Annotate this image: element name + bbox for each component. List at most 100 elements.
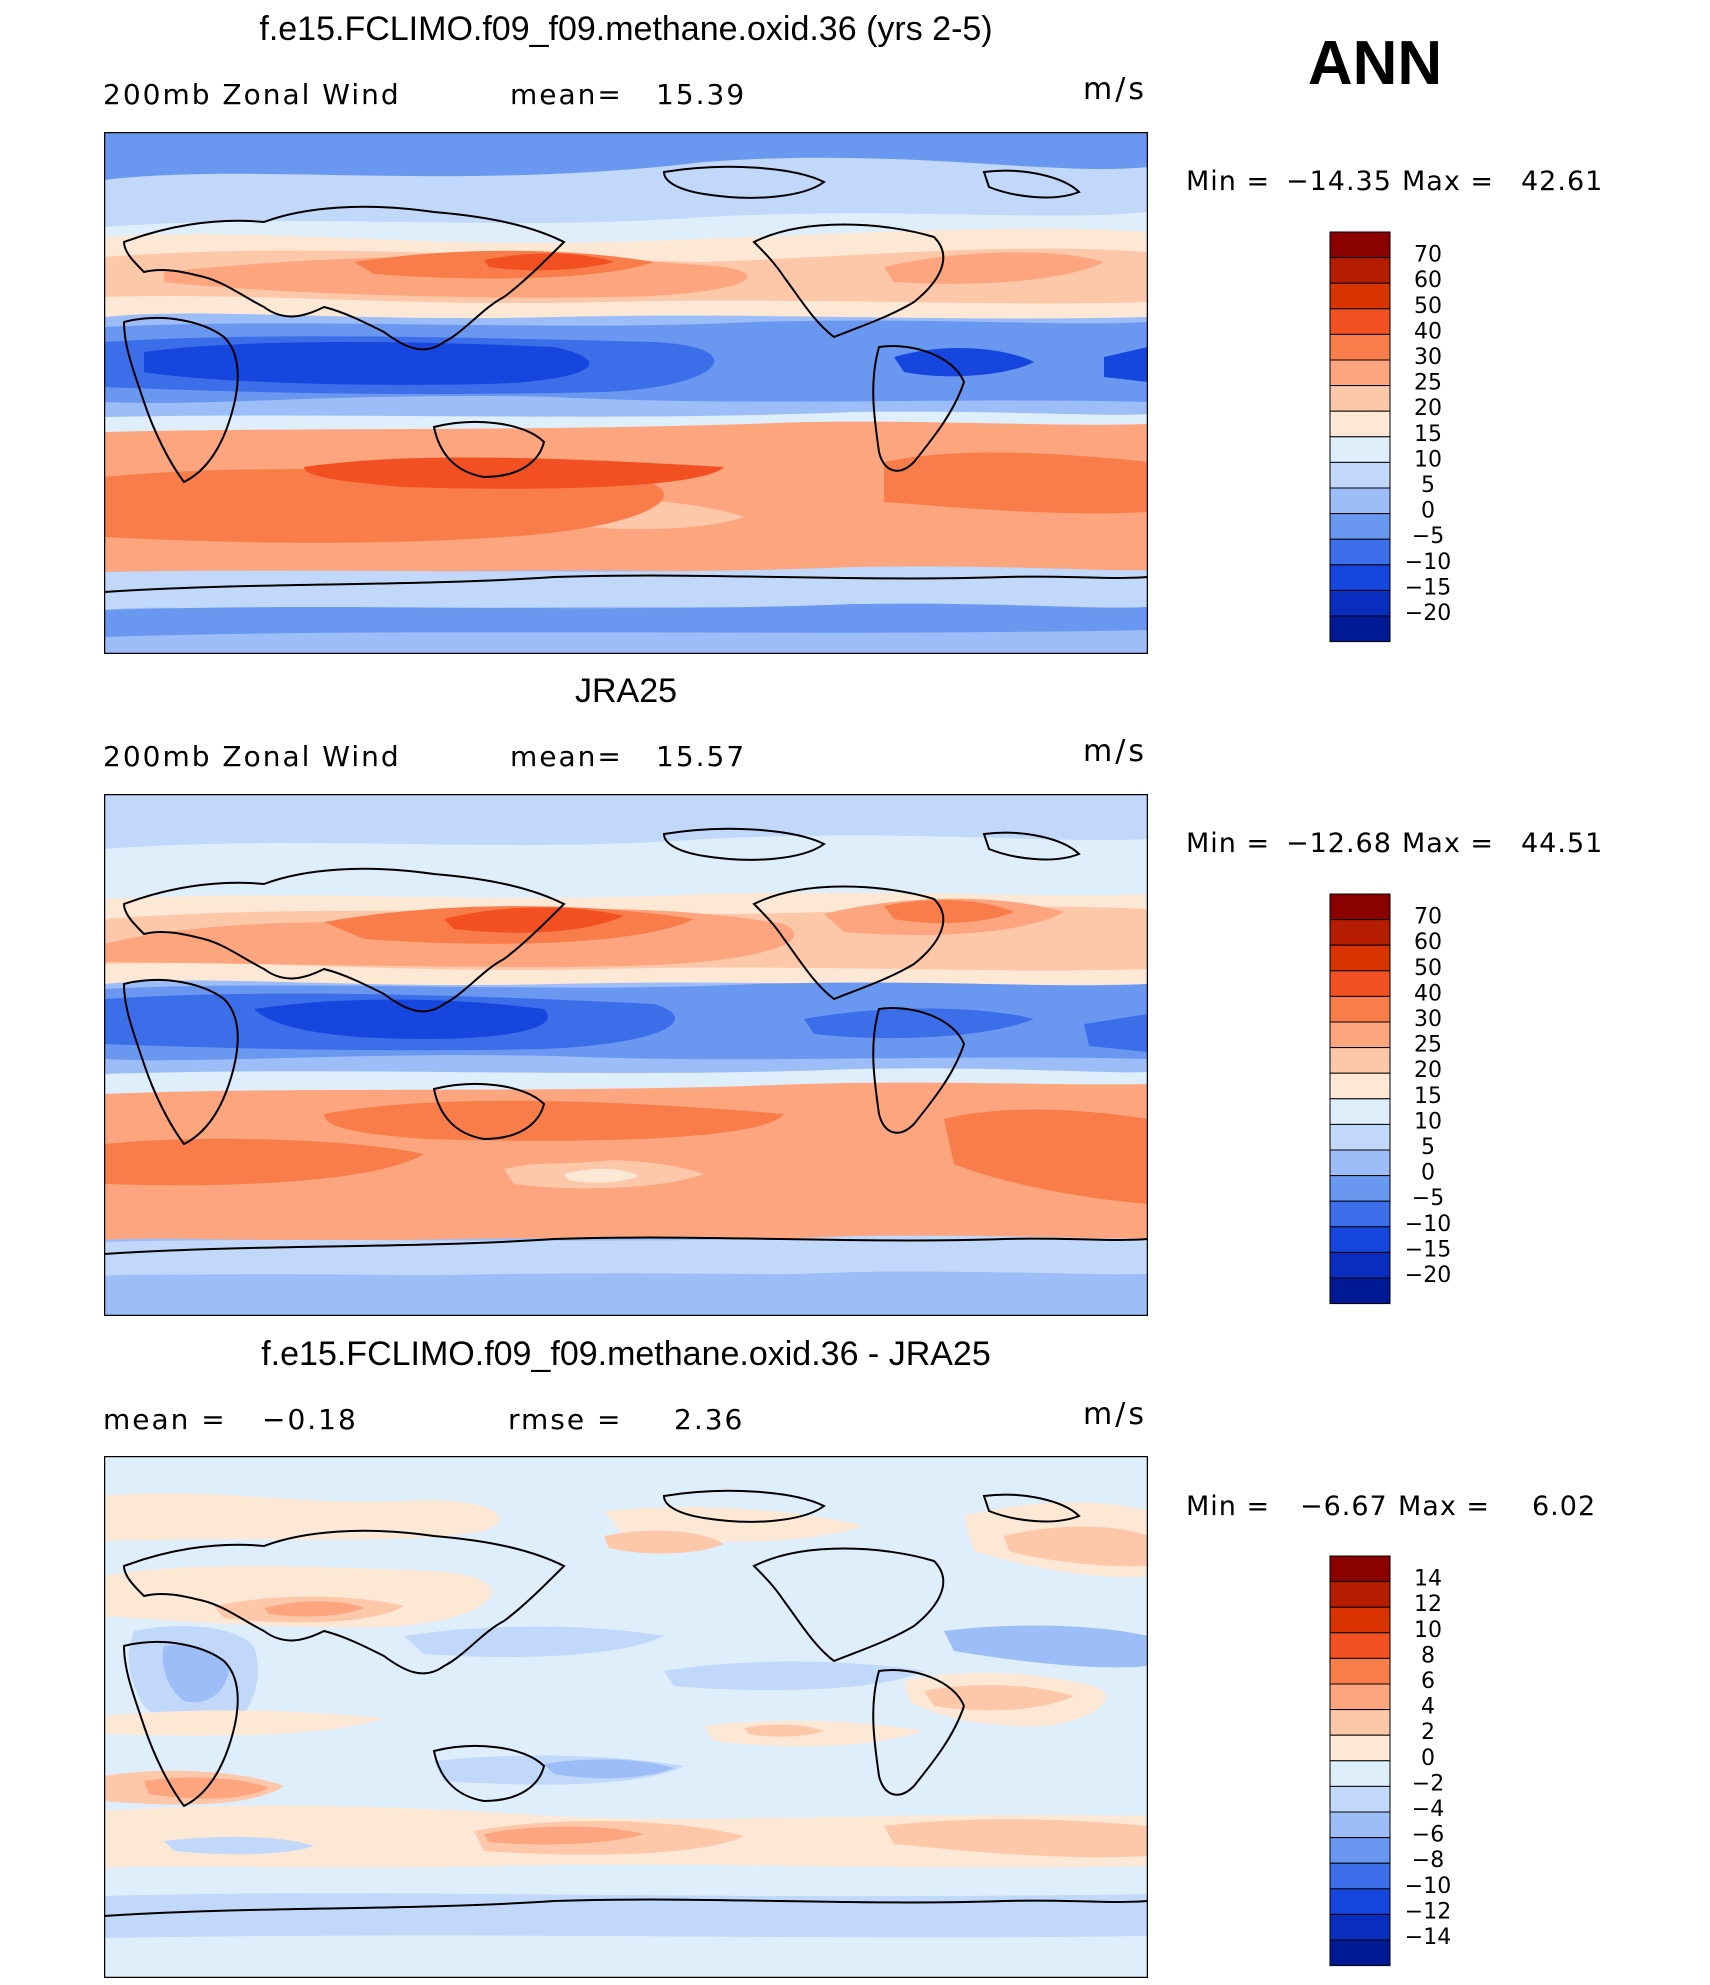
colorbar-tick-label: 70 <box>1414 905 1442 930</box>
colorbar-box <box>1329 538 1391 566</box>
contour-band <box>1104 347 1148 382</box>
colorbar-box <box>1329 1709 1391 1736</box>
contour-band <box>884 1819 1148 1858</box>
panel-3-max-value: 6.02 <box>1532 1491 1597 1522</box>
contour-band <box>104 1710 384 1736</box>
panel-3-units: m/s <box>1083 1397 1147 1432</box>
panel-2-min-value: −12.68 <box>1286 828 1392 859</box>
colorbar-box <box>1329 1047 1391 1074</box>
colorbar-tick-label: 50 <box>1414 956 1442 981</box>
colorbar-tick-label: 15 <box>1414 1084 1442 1109</box>
colorbar-tick-label: 30 <box>1414 1007 1442 1032</box>
contour-band <box>664 1661 924 1691</box>
colorbar-box <box>1329 1632 1391 1659</box>
contour-band <box>744 1724 824 1737</box>
colorbar-box <box>1329 919 1391 946</box>
colorbar-box <box>1329 1072 1391 1100</box>
contour-band <box>104 566 1148 611</box>
colorbar-box <box>1329 333 1391 361</box>
colorbar-box <box>1329 1555 1391 1583</box>
contour-band <box>944 1109 1148 1204</box>
colorbar-box <box>1329 1837 1391 1864</box>
colorbar-tick-label: 0 <box>1421 1161 1435 1186</box>
colorbar-tick-label: 5 <box>1421 473 1435 498</box>
contour-band <box>104 835 1148 911</box>
colorbar-tick-label: 40 <box>1414 981 1442 1006</box>
colorbar-tick-label: 25 <box>1414 371 1442 396</box>
colorbar-box <box>1329 1862 1391 1890</box>
colorbar-box <box>1329 589 1391 617</box>
panel-3-mean-value: −0.18 <box>262 1403 358 1436</box>
colorbar-box <box>1329 1021 1391 1049</box>
contour-band <box>884 900 1014 924</box>
contour-band <box>894 347 1034 377</box>
panel-1-variable-label: 200mb Zonal Wind <box>103 78 401 111</box>
contour-band <box>104 1493 500 1541</box>
coastlines <box>104 1489 1148 1917</box>
colorbar-tick-label: −12 <box>1405 1899 1451 1924</box>
panel-1-title: f.e15.FCLIMO.f09_f09.methane.oxid.36 (yr… <box>259 10 993 48</box>
contour-band <box>604 1530 724 1554</box>
colorbar-tick-label: 2 <box>1421 1720 1435 1745</box>
colorbar-box <box>1329 1785 1391 1813</box>
panel-2-min-label: Min = <box>1186 828 1271 859</box>
contour-band <box>104 157 1148 232</box>
colorbar-box <box>1329 1683 1391 1711</box>
colorbar-box <box>1329 893 1391 921</box>
contour-band <box>104 630 1148 654</box>
colorbar-box <box>1329 1226 1391 1253</box>
coastlines <box>104 827 1148 1255</box>
colorbar-tick-label: 30 <box>1414 345 1442 370</box>
contour-band <box>104 1893 1148 1938</box>
colorbar-box <box>1329 1657 1391 1685</box>
season-label: ANN <box>1307 29 1443 98</box>
colorbar-tick-label: 10 <box>1414 1109 1442 1134</box>
contour-band <box>484 1826 644 1845</box>
contour-band <box>164 1836 314 1855</box>
colorbar-tick-label: −10 <box>1405 1874 1451 1899</box>
colorbar-tick-label: −14 <box>1405 1925 1451 1950</box>
contour-band <box>264 1601 364 1617</box>
colorbar-tick-label: −10 <box>1405 550 1451 575</box>
colorbar-tick-label: 20 <box>1414 1058 1442 1083</box>
panel-3-max-label: Max = <box>1398 1491 1491 1522</box>
panel-3-title: f.e15.FCLIMO.f09_f09.methane.oxid.36 - J… <box>261 1335 991 1373</box>
contour-band <box>444 907 624 933</box>
colorbar-tick-label: 20 <box>1414 396 1442 421</box>
colorbar-box <box>1329 944 1391 972</box>
contour-band <box>884 252 1104 284</box>
colorbar-tick-label: 25 <box>1414 1033 1442 1058</box>
colorbar-box <box>1329 564 1391 591</box>
colorbar-box <box>1329 1888 1391 1915</box>
colorbar-box <box>1329 615 1391 643</box>
panel-2-title: JRA25 <box>574 672 678 710</box>
panel-2-mean-label: mean= <box>510 740 623 773</box>
panel-2-max-label: Max = <box>1402 828 1495 859</box>
panel-2-mean-value: 15.57 <box>656 740 747 773</box>
colorbar-tick-label: 14 <box>1414 1567 1442 1592</box>
contour-band <box>254 999 548 1039</box>
colorbar-tick-label: −10 <box>1405 1212 1451 1237</box>
colorbar-box <box>1329 257 1391 284</box>
panel-3-min-value: −6.67 <box>1300 1491 1388 1522</box>
colorbar-box <box>1329 1123 1391 1151</box>
colorbar-box <box>1329 282 1391 310</box>
panel-1-max-value: 42.61 <box>1521 166 1604 197</box>
colorbar-box <box>1329 359 1391 387</box>
contour-band <box>104 1943 1148 1978</box>
colorbar-box <box>1329 970 1391 997</box>
panel-3-colorbar: 14 12 10 8 6 4 2 0 −2 −4 −6 −8 −10 −12 −14 <box>1329 1555 1530 1968</box>
colorbar-tick-label: 6 <box>1421 1669 1435 1694</box>
colorbar-tick-label: 10 <box>1414 447 1442 472</box>
panel-2-units: m/s <box>1083 734 1147 769</box>
colorbar-box <box>1329 436 1391 463</box>
colorbar-box <box>1329 487 1391 515</box>
colorbar-box <box>1329 513 1391 540</box>
map-frame <box>104 1456 1148 1978</box>
panel-1-min-value: −14.35 <box>1286 166 1392 197</box>
colorbar-box <box>1329 1734 1391 1762</box>
colorbar-tick-label: 4 <box>1421 1695 1435 1720</box>
contour-band <box>544 1759 674 1779</box>
colorbar-box <box>1329 308 1391 335</box>
colorbar-tick-label: −4 <box>1412 1797 1444 1822</box>
